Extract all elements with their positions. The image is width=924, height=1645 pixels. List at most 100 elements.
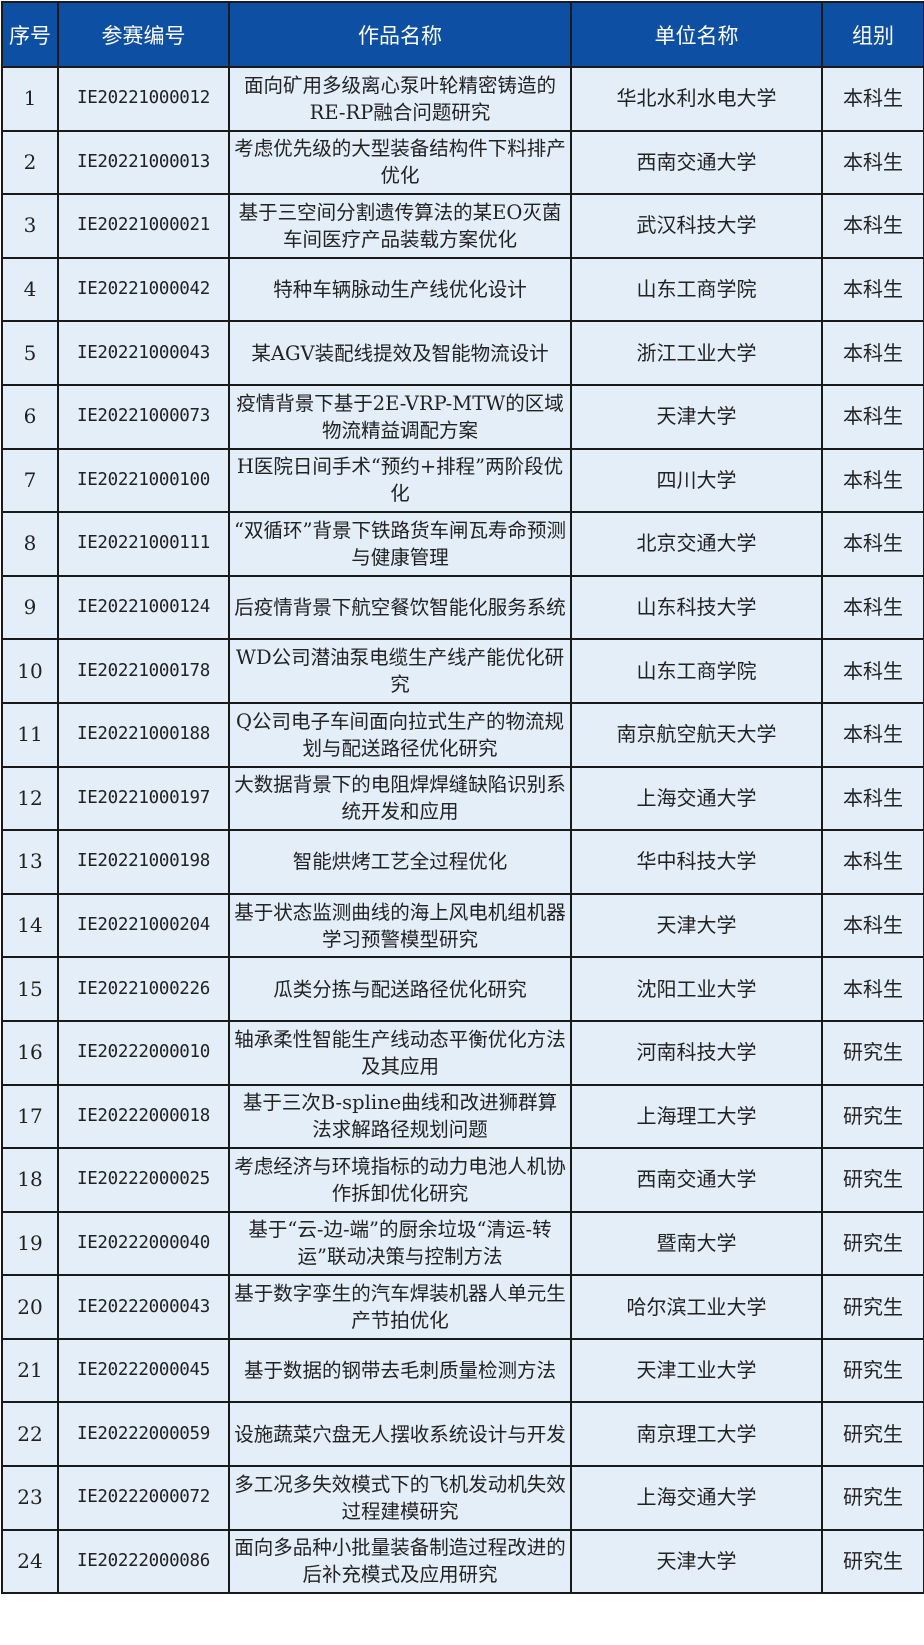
cell-unit: 华北水利水电大学 <box>570 66 823 132</box>
cell-no: 24 <box>1 1528 59 1595</box>
cell-no: 11 <box>1 701 59 768</box>
cell-group: 本科生 <box>821 256 924 323</box>
cell-unit: 西南交通大学 <box>570 129 823 196</box>
table-row: 24 IE20222000086 面向多品种小批量装备制造过程改进的后补充模式及应用… <box>1 1528 924 1595</box>
table-row: 12 IE20221000197 大数据背景下的电阻焊焊缝缺陷识别系统开发和应用 上海… <box>1 765 924 832</box>
cell-title: 瓜类分拣与配送路径优化研究 <box>228 956 572 1022</box>
cell-unit: 上海交通大学 <box>570 765 823 832</box>
cell-title: 多工况多失效模式下的飞机发动机失效过程建模研究 <box>228 1465 572 1531</box>
cell-unit: 山东工商学院 <box>570 638 823 704</box>
cell-group: 研究生 <box>821 1210 924 1277</box>
cell-no: 1 <box>1 66 59 132</box>
cell-title: Q公司电子车间面向拉式生产的物流规划与配送路径优化研究 <box>228 701 572 768</box>
cell-no: 19 <box>1 1210 59 1277</box>
cell-group: 本科生 <box>821 765 924 832</box>
table-row: 4 IE20221000042 特种车辆脉动生产线优化设计 山东工商学院 本科生 <box>1 256 924 323</box>
cell-title: 疫情背景下基于2E-VRP-MTW的区域物流精益调配方案 <box>228 383 572 450</box>
cell-no: 6 <box>1 383 59 450</box>
cell-no: 3 <box>1 193 59 259</box>
cell-no: 5 <box>1 320 59 386</box>
header-code: 参赛编号 <box>57 1 230 68</box>
table-row: 22 IE20222000059 设施蔬菜穴盘无人摆收系统设计与开发 南京理工大学 研究… <box>1 1401 924 1468</box>
table-row: 11 IE20221000188 Q公司电子车间面向拉式生产的物流规划与配送路径优化… <box>1 701 924 768</box>
cell-code: IE20222000018 <box>57 1083 230 1150</box>
cell-title: H医院日间手术“预约+排程”两阶段优化 <box>228 447 572 514</box>
cell-code: IE20221000100 <box>57 447 230 514</box>
cell-code: IE20221000204 <box>57 892 230 959</box>
cell-title: “双循环”背景下铁路货车闸瓦寿命预测与健康管理 <box>228 511 572 577</box>
cell-title: 基于三次B-spline曲线和改进狮群算法求解路径规划问题 <box>228 1083 572 1150</box>
cell-code: IE20222000040 <box>57 1210 230 1277</box>
cell-code: IE20221000111 <box>57 511 230 577</box>
table-row: 15 IE20221000226 瓜类分拣与配送路径优化研究 沈阳工业大学 本科生 <box>1 956 924 1022</box>
cell-title: 面向多品种小批量装备制造过程改进的后补充模式及应用研究 <box>228 1528 572 1595</box>
cell-title: 设施蔬菜穴盘无人摆收系统设计与开发 <box>228 1401 572 1468</box>
table-row: 17 IE20222000018 基于三次B-spline曲线和改进狮群算法求解路径… <box>1 1083 924 1150</box>
cell-code: IE20221000073 <box>57 383 230 450</box>
table-row: 7 IE20221000100 H医院日间手术“预约+排程”两阶段优化 四川大学 本科生 <box>1 447 924 514</box>
cell-title: 基于“云-边-端”的厨余垃圾“清运-转运”联动决策与控制方法 <box>228 1210 572 1277</box>
cell-unit: 山东工商学院 <box>570 256 823 323</box>
cell-code: IE20221000013 <box>57 129 230 196</box>
award-table: 序号 参赛编号 作品名称 单位名称 组别 1 IE20221000012 面向矿用多… <box>1 1 924 1595</box>
table-row: 9 IE20221000124 后疫情背景下航空餐饮智能化服务系统 山东科技大学 本科生 <box>1 574 924 641</box>
cell-no: 13 <box>1 829 59 895</box>
cell-code: IE20221000021 <box>57 193 230 259</box>
table-row: 5 IE20221000043 某AGV装配线提效及智能物流设计 浙江工业大学 本科生 <box>1 320 924 386</box>
table-row: 8 IE20221000111 “双循环”背景下铁路货车闸瓦寿命预测与健康管理 北京交… <box>1 511 924 577</box>
cell-no: 17 <box>1 1083 59 1150</box>
cell-unit: 天津大学 <box>570 1528 823 1595</box>
table-row: 23 IE20222000072 多工况多失效模式下的飞机发动机失效过程建模研究 上海… <box>1 1465 924 1531</box>
cell-title: 基于状态监测曲线的海上风电机组机器学习预警模型研究 <box>228 892 572 959</box>
cell-unit: 哈尔滨工业大学 <box>570 1274 823 1340</box>
header-title: 作品名称 <box>228 1 572 68</box>
cell-title: 基于数字孪生的汽车焊装机器人单元生产节拍优化 <box>228 1274 572 1340</box>
cell-no: 9 <box>1 574 59 641</box>
cell-group: 本科生 <box>821 383 924 450</box>
table-row: 2 IE20221000013 考虑优先级的大型装备结构件下料排产优化 西南交通大学本… <box>1 129 924 196</box>
cell-no: 7 <box>1 447 59 514</box>
cell-unit: 上海理工大学 <box>570 1083 823 1150</box>
cell-unit: 浙江工业大学 <box>570 320 823 386</box>
cell-code: IE20221000178 <box>57 638 230 704</box>
cell-unit: 北京交通大学 <box>570 511 823 577</box>
cell-code: IE20221000012 <box>57 66 230 132</box>
cell-title: 考虑优先级的大型装备结构件下料排产优化 <box>228 129 572 196</box>
cell-group: 研究生 <box>821 1147 924 1213</box>
cell-code: IE20221000124 <box>57 574 230 641</box>
cell-code: IE20222000043 <box>57 1274 230 1340</box>
table-row: 10 IE20221000178 WD公司潜油泵电缆生产线产能优化研究 山东工商学院本… <box>1 638 924 704</box>
cell-unit: 河南科技大学 <box>570 1019 823 1086</box>
table-row: 21 IE20222000045 基于数据的钢带去毛刺质量检测方法 天津工业大学 研究生 <box>1 1337 924 1404</box>
cell-no: 4 <box>1 256 59 323</box>
cell-code: IE20221000043 <box>57 320 230 386</box>
cell-unit: 天津大学 <box>570 383 823 450</box>
cell-title: 特种车辆脉动生产线优化设计 <box>228 256 572 323</box>
cell-group: 本科生 <box>821 511 924 577</box>
cell-group: 本科生 <box>821 320 924 386</box>
header-no: 序号 <box>1 1 59 68</box>
cell-group: 本科生 <box>821 574 924 641</box>
cell-title: 某AGV装配线提效及智能物流设计 <box>228 320 572 386</box>
cell-code: IE20221000198 <box>57 829 230 895</box>
cell-group: 本科生 <box>821 129 924 196</box>
cell-code: IE20221000226 <box>57 956 230 1022</box>
cell-no: 8 <box>1 511 59 577</box>
cell-code: IE20222000045 <box>57 1337 230 1404</box>
cell-code: IE20222000025 <box>57 1147 230 1213</box>
cell-unit: 沈阳工业大学 <box>570 956 823 1022</box>
cell-group: 本科生 <box>821 701 924 768</box>
cell-no: 20 <box>1 1274 59 1340</box>
cell-no: 16 <box>1 1019 59 1086</box>
cell-title: 后疫情背景下航空餐饮智能化服务系统 <box>228 574 572 641</box>
cell-group: 研究生 <box>821 1019 924 1086</box>
table-row: 16 IE20222000010 轴承柔性智能生产线动态平衡优化方法及其应用 河南科技… <box>1 1019 924 1086</box>
cell-code: IE20222000059 <box>57 1401 230 1468</box>
cell-unit: 天津大学 <box>570 892 823 959</box>
table-row: 20 IE20222000043 基于数字孪生的汽车焊装机器人单元生产节拍优化 哈尔滨… <box>1 1274 924 1340</box>
header-row: 序号 参赛编号 作品名称 单位名称 组别 <box>1 1 924 68</box>
cell-title: 大数据背景下的电阻焊焊缝缺陷识别系统开发和应用 <box>228 765 572 832</box>
cell-code: IE20221000188 <box>57 701 230 768</box>
table-row: 3 IE20221000021 基于三空间分割遗传算法的某EO灭菌车间医疗产品装载方… <box>1 193 924 259</box>
cell-title: 面向矿用多级离心泵叶轮精密铸造的RE-RP融合问题研究 <box>228 66 572 132</box>
